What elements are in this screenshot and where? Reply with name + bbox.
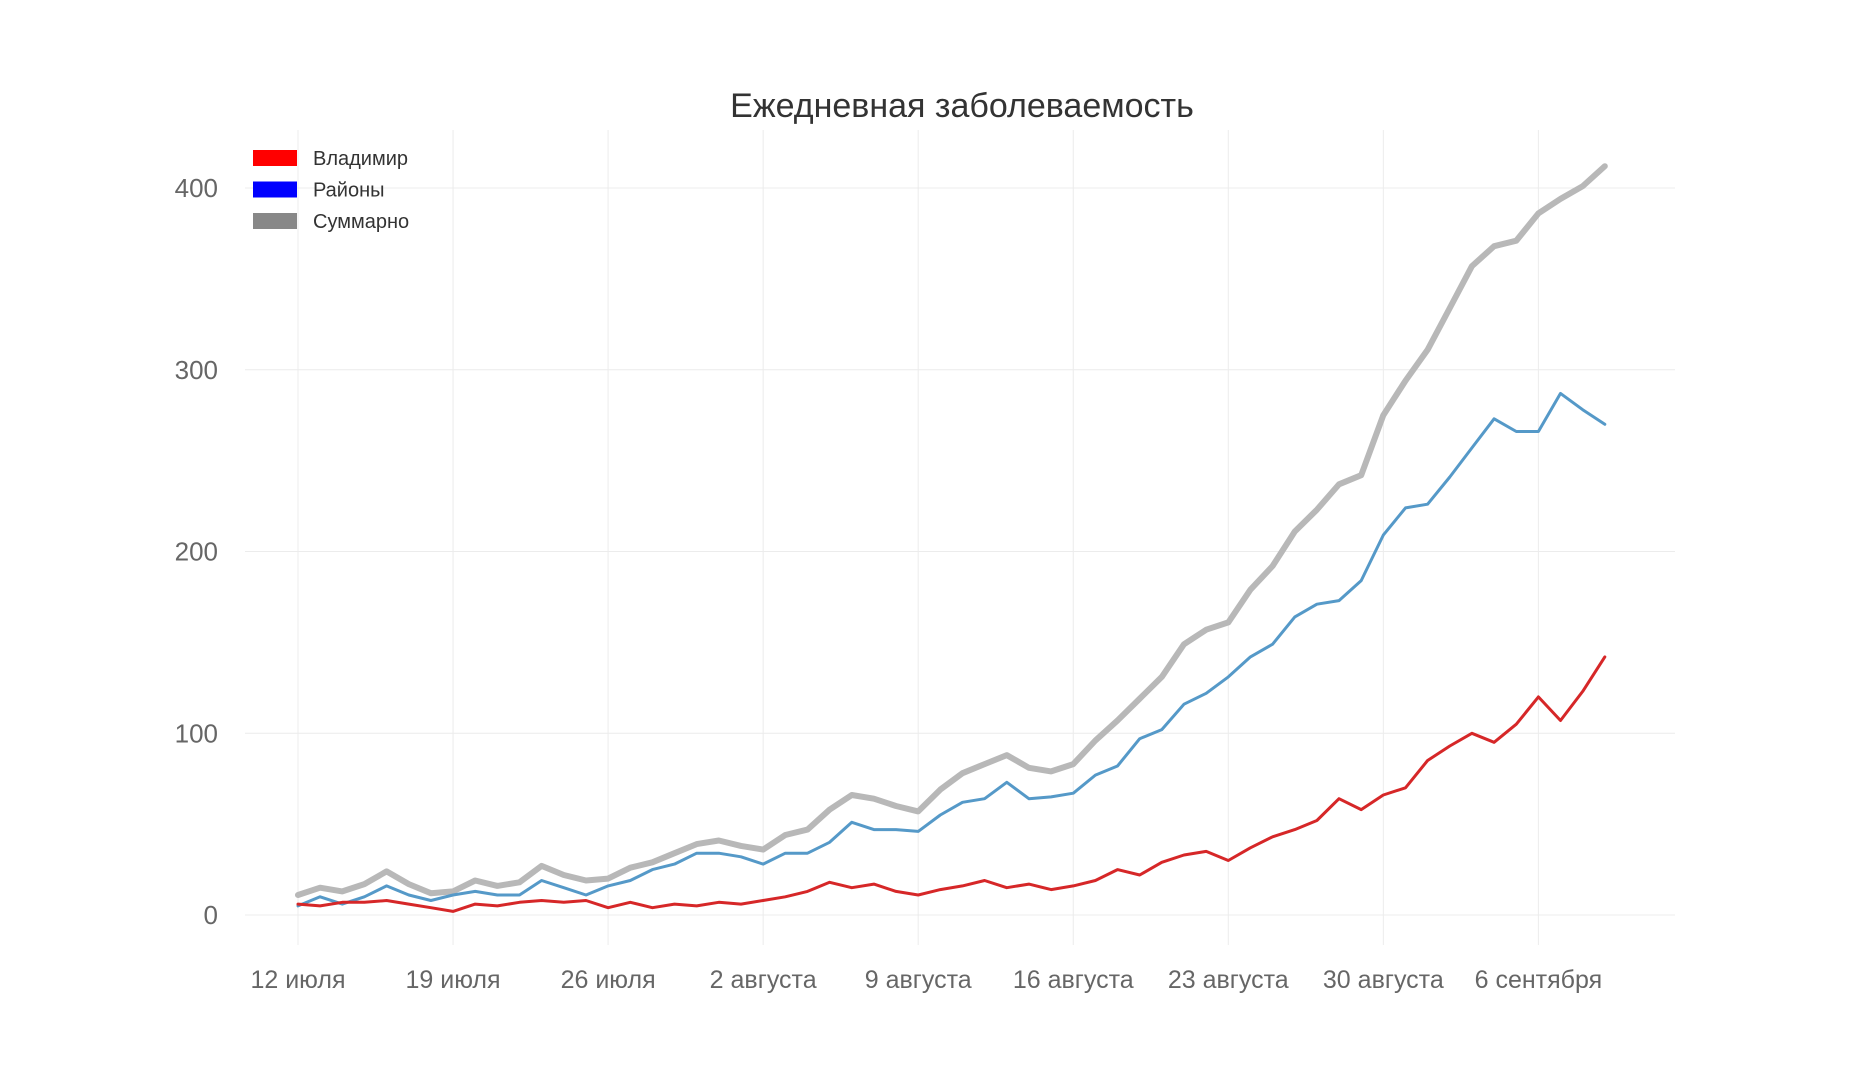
series-line-summarno xyxy=(295,163,1608,898)
x-tick-label: 16 августа xyxy=(1013,966,1134,994)
series-line-vladimir xyxy=(296,655,1607,913)
x-tick-label: 9 августа xyxy=(865,966,972,994)
x-axis-ticks: 12 июля 19 июля 26 июля 2 августа 9 августа 1… xyxy=(250,966,1602,994)
y-tick-label: 400 xyxy=(175,173,218,203)
legend-summarno-label: Суммарно xyxy=(313,211,409,233)
x-tick-label: 30 августа xyxy=(1323,966,1444,994)
legend-rayony-label: Районы xyxy=(313,180,385,202)
series-line-rayony xyxy=(296,391,1607,908)
y-tick-label: 0 xyxy=(204,900,218,930)
y-tick-label: 300 xyxy=(175,355,218,385)
chart-title: Ежедневная заболеваемость xyxy=(730,87,1194,125)
legend: Владимир Районы Суммарно xyxy=(253,148,409,233)
legend-summarno-swatch xyxy=(253,213,297,229)
x-tick-label: 2 августа xyxy=(710,966,817,994)
x-tick-label: 19 июля xyxy=(406,966,501,994)
x-tick-label: 26 июля xyxy=(561,966,656,994)
x-tick-label: 12 июля xyxy=(250,966,345,994)
y-axis-ticks: 0 100 200 300 400 xyxy=(175,173,218,930)
legend-vladimir-label: Владимир xyxy=(313,148,408,170)
legend-vladimir-swatch xyxy=(253,150,297,166)
x-tick-label: 23 августа xyxy=(1168,966,1289,994)
x-tick-label: 6 сентября xyxy=(1475,966,1603,994)
series-lines xyxy=(295,163,1608,913)
grid xyxy=(245,130,1675,945)
legend-rayony-swatch xyxy=(253,181,297,198)
y-tick-label: 200 xyxy=(175,537,218,567)
y-tick-label: 100 xyxy=(175,718,218,748)
